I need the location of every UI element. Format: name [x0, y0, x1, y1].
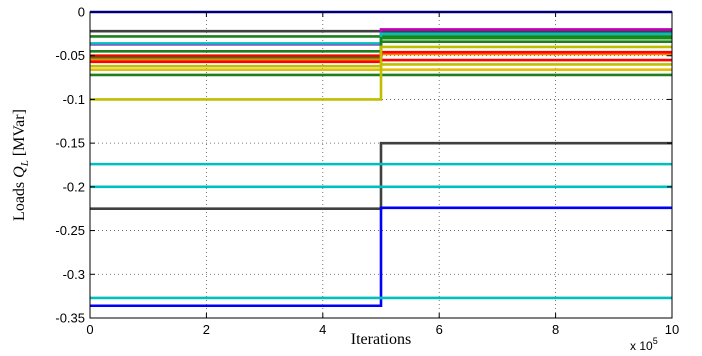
y-axis-label-unit: [MVar] [11, 109, 28, 160]
x-axis-label: Iterations [351, 331, 411, 348]
x-tick-label: 4 [319, 322, 326, 337]
y-tick-label: -0.25 [55, 223, 85, 238]
series-lines [90, 10, 672, 308]
y-axis-label: Loads QL [MVar] [11, 109, 31, 221]
y-tick-label: 0 [78, 5, 85, 20]
y-tick-label: -0.3 [63, 267, 85, 282]
y-tick-label: -0.1 [63, 92, 85, 107]
y-axis-label-var: Q [11, 166, 28, 178]
series-line [90, 206, 672, 308]
series-line [90, 45, 672, 101]
x-axis-multiplier-base: x 10 [630, 339, 653, 353]
y-tick-label: -0.35 [55, 311, 85, 326]
series-line [90, 141, 672, 211]
y-tick-label: -0.2 [63, 179, 85, 194]
plot-frame [89, 11, 673, 319]
x-tick-label: 8 [552, 322, 559, 337]
x-tick-label: 0 [86, 322, 93, 337]
y-tick-label: -0.15 [55, 136, 85, 151]
x-axis-multiplier: x 105 [630, 336, 658, 353]
y-tick-label: -0.05 [55, 48, 85, 63]
x-tick-label: 2 [203, 322, 210, 337]
x-tick-label: 6 [436, 322, 443, 337]
y-axis-label-prefix: Loads [11, 178, 28, 221]
y-axis-label-sub: L [19, 160, 31, 167]
x-axis-multiplier-exp: 5 [653, 336, 658, 346]
x-tick-label: 10 [665, 322, 679, 337]
axis-ticks: 0 2 4 6 8 10 0 -0.05 -0.1 -0.15 -0.2 -0.25 -0.3 -0.35 [55, 5, 679, 338]
